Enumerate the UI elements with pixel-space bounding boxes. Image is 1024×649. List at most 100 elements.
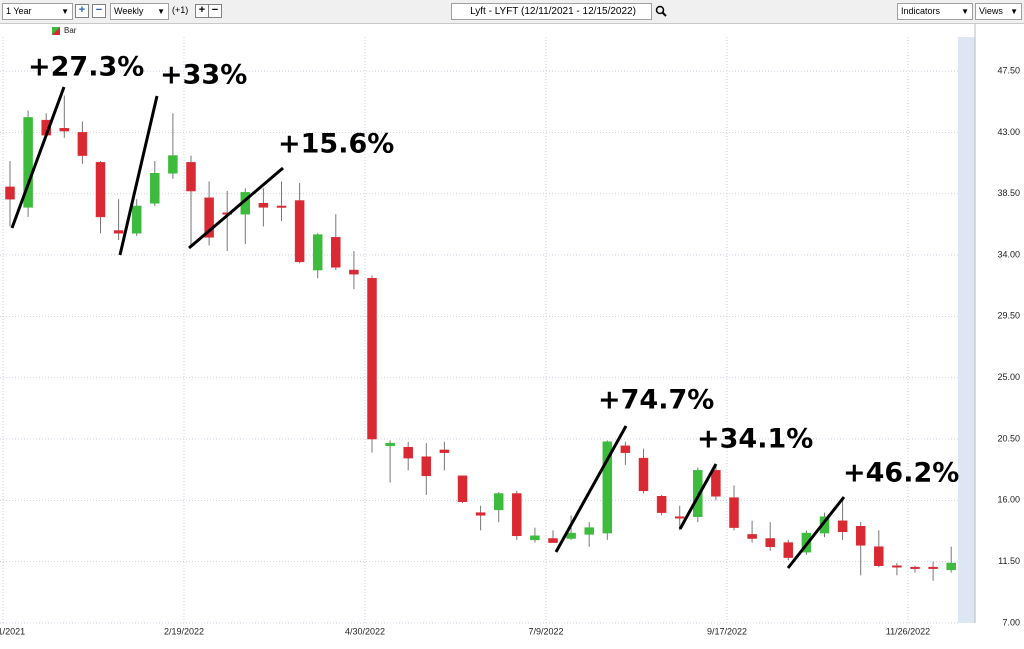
trend-line [554,425,628,553]
candle-body [530,535,540,541]
candle-body [837,520,848,532]
candle-body [331,237,341,268]
y-tick-label: 34.00 [997,249,1020,259]
dropdown-arrow: ▼ [157,7,165,16]
symbol-text: Lyft - LYFT (12/11/2021 - 12/15/2022) [470,6,636,17]
trend-line [786,496,846,569]
candle-body [421,456,432,477]
range-select[interactable]: 1 Year ▼ [2,3,73,20]
candle-body [874,546,884,567]
future-strip [958,37,975,623]
candle-body [584,527,594,535]
y-tick-label: 20.50 [997,433,1020,443]
candle-body [493,493,504,511]
y-tick-label: 38.50 [997,188,1020,198]
candle-body [113,230,124,234]
candle-body [747,534,757,539]
annotation: +74.7% [598,385,714,416]
candle-body [77,132,88,156]
candle-body [349,269,359,275]
trend-line [188,166,284,250]
candle-body [765,538,775,547]
annotation: +15.6% [278,129,394,160]
x-tick-label: 11/26/2022 [886,626,930,636]
dropdown-arrow: ▼ [1010,7,1018,16]
candle-body [602,441,613,534]
candle-body [928,566,938,569]
candle-body [512,493,522,537]
candle-body [457,475,468,502]
annotation: +33% [160,60,247,91]
candle-body [855,525,866,546]
toolbar: 1 Year ▼ + − Weekly ▼ (+1) + − Lyft - LYFT… [0,0,1024,24]
annotation: +27.3% [28,52,144,83]
candle-body [5,186,15,200]
y-tick-label: 11.50 [998,556,1020,566]
candle-body [566,532,576,539]
x-tick-label: 7/9/2022 [528,626,563,636]
candle-body [59,128,70,132]
trend-line [118,95,159,256]
candle-body [276,205,287,208]
views-select[interactable]: Views ▼ [975,3,1022,20]
x-tick-label: 4/30/2022 [345,626,385,636]
dropdown-arrow: ▼ [961,7,969,16]
trend-line [678,463,718,530]
candle-body [475,512,486,516]
annotation: +46.2% [843,458,959,489]
candle-body [204,197,214,238]
y-tick-label: 25.00 [997,372,1020,382]
candle-body [729,497,739,528]
candle-body [403,446,413,459]
candle-body [783,542,794,558]
y-tick-label: 7.00 [1002,617,1020,627]
candle-body [910,566,920,569]
trend-lines [10,86,846,569]
candle-body [312,234,323,271]
legend-swatch-down [52,27,60,35]
candle-body [186,162,196,192]
interval-select[interactable]: Weekly ▼ [110,3,169,20]
candle-body [711,470,721,497]
candle-body [168,155,178,174]
legend-label: Bar [64,26,77,35]
candle-body [693,470,703,517]
x-tick-label: 9/17/2022 [707,626,747,636]
zoom-out-button[interactable]: − [92,4,106,18]
offset-plus-button[interactable]: + [195,4,209,18]
candle-body [95,162,106,218]
dropdown-arrow: ▼ [61,7,69,16]
candle-body [150,173,160,204]
candle-body [946,562,956,571]
chart: Bar +27.3% +33% +15.6% +74.7% +34.1% +46.2% 7… [0,24,1020,636]
candle-body [674,516,685,519]
views-text: Views [979,6,1003,16]
search-icon[interactable] [655,5,667,17]
candle-body [23,117,33,208]
y-tick-label: 47.50 [997,65,1020,75]
offset-label: (+1) [172,5,189,15]
y-tick-label: 43.00 [997,127,1020,137]
candle-body [294,200,305,263]
indicators-select[interactable]: Indicators ▼ [897,3,973,20]
candle-body [892,565,902,568]
candle-body [656,496,667,513]
offset-minus-button[interactable]: − [208,4,222,18]
candle-body [131,205,142,234]
annotation: +34.1% [697,424,813,455]
candle-body [439,449,450,453]
candle-body [258,203,269,208]
candle-body [620,445,631,453]
candle-body [385,442,395,447]
y-tick-label: 29.50 [997,311,1020,321]
candle-body [638,457,649,492]
trend-line [10,86,66,229]
x-tick-label: 12/11/2021 [0,626,25,636]
y-tick-label: 16.00 [997,495,1020,505]
range-text: 1 Year [6,6,32,16]
zoom-in-button[interactable]: + [75,4,89,18]
candle-body [819,516,830,534]
symbol-box[interactable]: Lyft - LYFT (12/11/2021 - 12/15/2022) [451,3,652,20]
interval-text: Weekly [114,6,144,16]
